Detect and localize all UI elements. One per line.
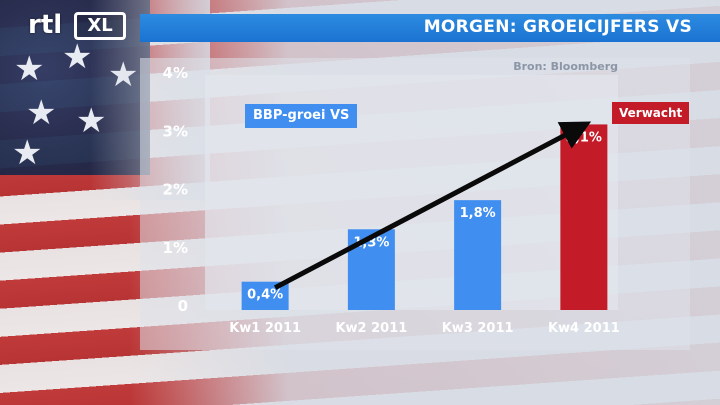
y-tick-label: 3% <box>163 122 188 140</box>
y-tick-label: 2% <box>163 181 188 199</box>
header-bar: MORGEN: GROEICIJFERS VS <box>140 14 720 42</box>
logo-rtl-text: rtl <box>28 10 63 40</box>
channel-logo: rtl XL <box>28 8 128 46</box>
y-tick-label: 0 <box>178 297 188 315</box>
logo-xl-text: XL <box>74 12 126 40</box>
x-tick-label: Kw1 2011 <box>229 321 301 336</box>
data-label: 0,4% <box>247 288 283 303</box>
data-label: 1,8% <box>460 206 496 221</box>
x-tick-label: Kw3 2011 <box>442 321 514 336</box>
y-tick-label: 4% <box>163 64 188 82</box>
y-tick-label: 1% <box>163 239 188 257</box>
legend-label: BBP-groei VS <box>245 104 358 128</box>
x-tick-label: Kw2 2011 <box>335 321 407 336</box>
star-icon: ★ <box>12 133 43 173</box>
trend-arrow <box>273 121 592 290</box>
forecast-label: Verwacht <box>612 102 690 124</box>
star-icon: ★ <box>14 49 45 89</box>
star-icon: ★ <box>26 93 57 133</box>
page-title: MORGEN: GROEICIJFERS VS <box>423 17 692 37</box>
bar <box>560 124 608 310</box>
x-tick-label: Kw4 2011 <box>548 321 620 336</box>
source-label: Bron: Bloomberg <box>513 60 618 73</box>
bar <box>454 200 502 310</box>
star-icon: ★ <box>62 37 93 77</box>
